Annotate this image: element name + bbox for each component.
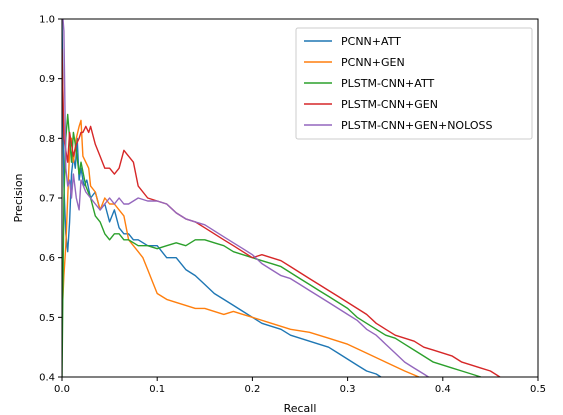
y-axis-title: Precision [12, 173, 25, 222]
x-tick-label: 0.3 [340, 384, 356, 395]
series-line-plstm-cnn-att [62, 115, 481, 378]
y-tick-label: 0.7 [39, 194, 55, 205]
x-tick-label: 0.1 [149, 384, 165, 395]
y-tick-label: 0.6 [39, 253, 55, 264]
y-tick-label: 0.9 [39, 74, 55, 85]
x-tick-label: 0.4 [435, 384, 451, 395]
x-tick-label: 0.5 [530, 384, 546, 395]
y-tick-label: 0.8 [39, 134, 55, 145]
legend-label: PLSTM-CNN+ATT [341, 77, 434, 90]
x-tick-label: 0.0 [54, 384, 70, 395]
legend-label: PCNN+ATT [341, 35, 401, 48]
legend-label: PCNN+GEN [341, 56, 405, 69]
y-tick-label: 0.5 [39, 313, 55, 324]
x-tick-label: 0.2 [244, 384, 260, 395]
legend-label: PLSTM-CNN+GEN+NOLOSS [341, 119, 492, 132]
x-axis-title: Recall [284, 402, 317, 415]
legend-label: PLSTM-CNN+GEN [341, 98, 438, 111]
y-axis: 0.4 0.5 0.6 0.7 0.8 0.9 1.0 [39, 15, 62, 384]
y-tick-label: 1.0 [39, 15, 55, 26]
y-tick-label: 0.4 [39, 373, 55, 384]
legend: PCNN+ATT PCNN+GEN PLSTM-CNN+ATT PLSTM-CNN+G… [296, 28, 532, 139]
series-line-pcnn-gen [62, 120, 419, 377]
x-axis: 0.0 0.1 0.2 0.3 0.4 0.5 [54, 377, 546, 395]
